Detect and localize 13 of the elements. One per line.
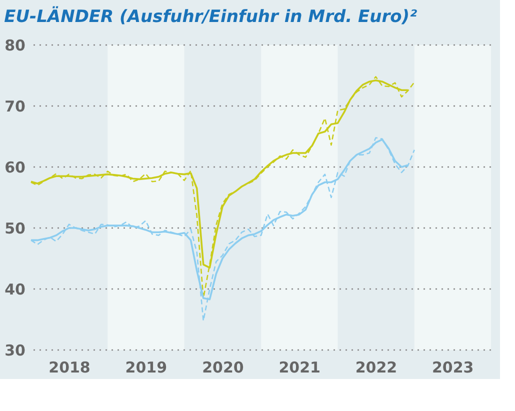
x-tick-label: 2018 (48, 358, 90, 376)
x-tick-label: 2022 (355, 358, 398, 376)
y-tick-label: 50 (4, 220, 26, 238)
y-tick-label: 80 (4, 36, 26, 54)
y-tick-label: 40 (4, 280, 26, 298)
y-tick-label: 70 (4, 98, 26, 116)
x-tick-label: 2020 (202, 358, 244, 376)
y-tick-label: 30 (4, 342, 26, 360)
x-tick-label: 2019 (125, 358, 168, 376)
x-tick-label: 2021 (278, 358, 320, 376)
y-tick-label: 60 (4, 158, 26, 176)
chart-title: EU-LÄNDER (Ausfuhr/Einfuhr in Mrd. Euro)² (4, 6, 418, 27)
x-tick-label: 2023 (432, 358, 474, 376)
